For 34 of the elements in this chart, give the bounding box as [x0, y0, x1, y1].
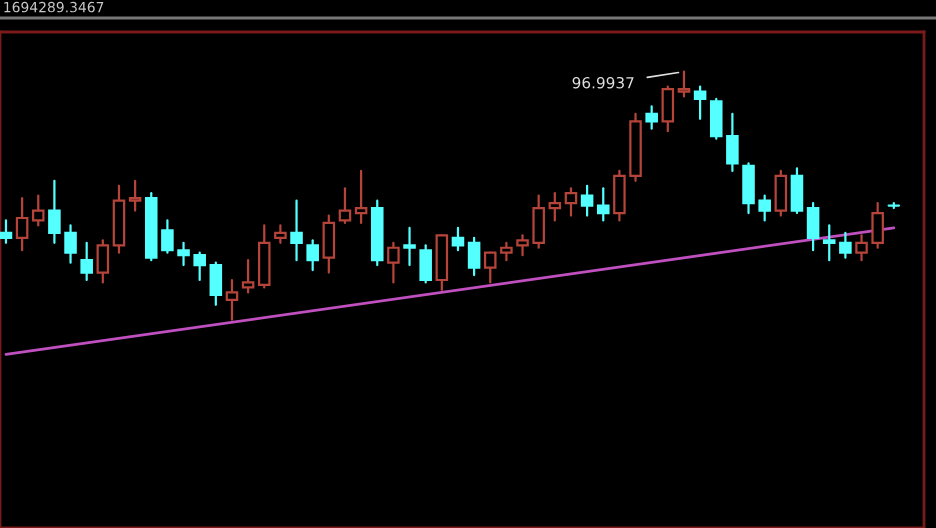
candlestick	[80, 241, 93, 282]
candlestick	[290, 199, 303, 262]
candlestick	[774, 169, 788, 217]
candlestick	[645, 105, 658, 130]
candlestick	[15, 197, 29, 252]
candlestick	[128, 179, 142, 212]
candlestick	[596, 187, 610, 222]
candlestick	[96, 239, 110, 284]
candlestick	[387, 241, 400, 284]
candlestick	[274, 224, 287, 244]
candlestick	[451, 226, 465, 252]
candlestick	[467, 236, 481, 277]
candlestick	[661, 85, 675, 133]
candlestick	[257, 224, 271, 289]
candlestick	[435, 234, 449, 292]
candlestick	[31, 194, 45, 227]
candlestick	[806, 202, 820, 252]
candlestick	[790, 167, 804, 215]
candlestick	[322, 214, 336, 274]
candlestick	[354, 169, 368, 225]
candlestick	[580, 184, 594, 217]
candlestick	[306, 239, 319, 272]
candlestick	[548, 192, 562, 222]
candlestick	[403, 226, 416, 267]
candlestick	[419, 244, 432, 284]
candlestick	[112, 184, 126, 254]
candlestick	[209, 261, 223, 306]
candlestick	[564, 187, 578, 217]
candlestick	[693, 85, 707, 120]
candlestick	[241, 259, 255, 294]
candlestick	[0, 219, 13, 244]
candlestick	[338, 187, 352, 225]
candlestick	[225, 278, 239, 321]
candlestick	[677, 70, 691, 98]
